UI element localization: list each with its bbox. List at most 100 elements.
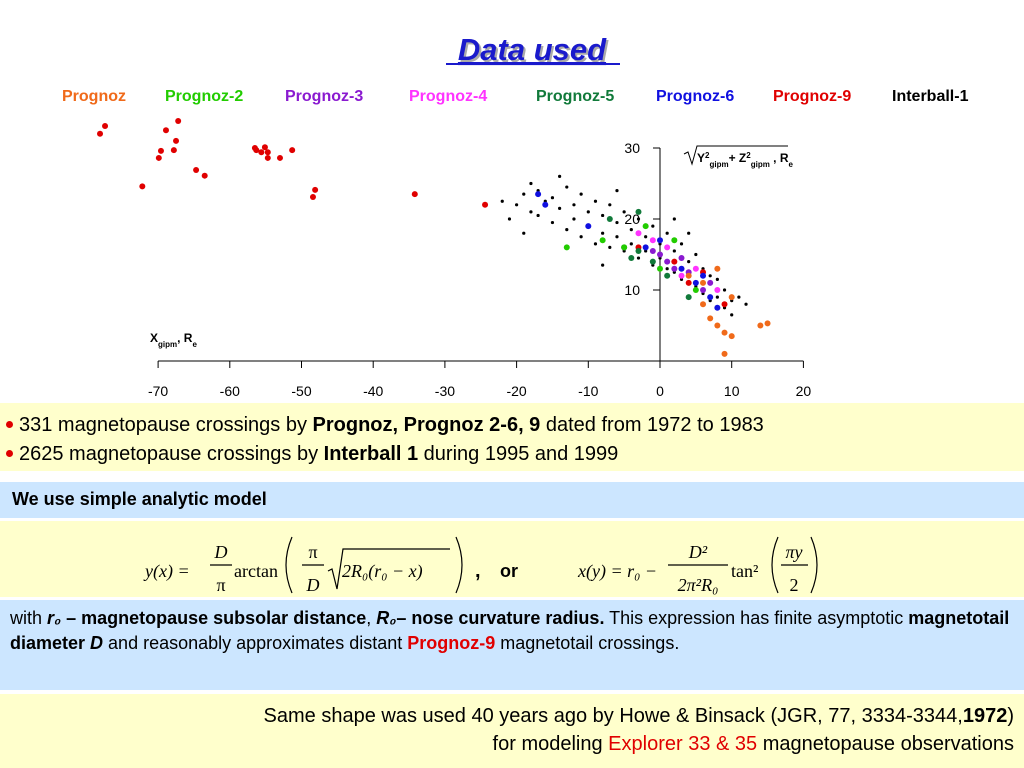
point	[102, 122, 109, 129]
axis-label-part: e	[788, 160, 793, 169]
point	[572, 217, 576, 221]
y-tick-label: 10	[624, 282, 640, 298]
text: Explorer 33 & 35	[608, 733, 758, 755]
axis-label-part: gipm	[158, 340, 177, 349]
title: Data used	[458, 32, 607, 67]
point	[644, 235, 648, 239]
x-tick-label: -70	[148, 383, 168, 399]
x-tick-label: 10	[724, 383, 740, 399]
point	[565, 185, 569, 189]
point	[694, 252, 698, 257]
axis-label-part: e	[192, 340, 197, 349]
text: This expression has finite asymptotic	[604, 608, 909, 628]
formula-den: π	[216, 575, 225, 595]
point	[671, 265, 678, 272]
formula-separator: ,	[475, 560, 481, 582]
point	[601, 231, 605, 235]
text: and reasonably approximates distant	[103, 633, 408, 653]
point	[685, 272, 692, 279]
bullet: 2625 magnetopause crossings by Interball…	[6, 440, 1024, 469]
formulas: y(x) = D π arctan π D 2R₀(r₀ − x) x(y) =…	[143, 536, 818, 595]
text: 2625 magnetopause crossings by	[19, 443, 324, 465]
text: Interball 1	[323, 443, 419, 465]
text: – nose curvature radius.	[396, 608, 605, 628]
legend-entry: Prognoz-2	[165, 88, 243, 105]
point	[515, 203, 519, 207]
text: – magnetopause subsolar distance	[61, 608, 367, 628]
chart: Data used Data used Prognoz Prognoz-2 Prog…	[62, 32, 969, 399]
point	[193, 167, 200, 174]
y-tick-label: 30	[624, 140, 640, 156]
point	[671, 237, 678, 244]
point	[629, 242, 633, 246]
axis-label: Xgipm, Re	[150, 331, 197, 349]
point	[593, 199, 598, 203]
point	[657, 251, 663, 258]
point	[672, 249, 676, 253]
point	[601, 213, 605, 218]
point	[175, 118, 182, 125]
point	[635, 230, 642, 237]
text: magnetotail crossings.	[495, 633, 680, 653]
formula-den: D	[306, 575, 320, 595]
axis-label-part: Y	[697, 151, 705, 165]
point	[642, 244, 649, 251]
point	[708, 274, 712, 278]
bullet: 331 magnetopause crossings by Prognoz, P…	[6, 411, 1024, 440]
point	[707, 315, 714, 322]
legend-entry: Prognoz-5	[536, 88, 614, 105]
point	[692, 279, 699, 286]
point	[764, 320, 771, 327]
footer-line: Same shape was used 40 years ago by Howe…	[0, 702, 1014, 730]
point	[728, 294, 735, 301]
point	[636, 217, 641, 221]
point	[565, 228, 569, 232]
point	[678, 265, 685, 272]
point	[155, 154, 162, 161]
formula-func: arctan	[234, 561, 278, 581]
point	[593, 242, 598, 246]
text: Same shape was used 40 years ago by Howe…	[263, 705, 963, 727]
formula-den: 2	[790, 575, 799, 595]
formula-num: π	[308, 542, 317, 562]
point	[679, 242, 684, 246]
point	[97, 130, 104, 137]
point	[139, 183, 146, 190]
legend-entry: Interball-1	[892, 88, 969, 105]
point	[536, 213, 540, 218]
text: dated from 1972 to 1983	[540, 414, 764, 436]
point	[636, 256, 641, 260]
point	[687, 231, 691, 235]
point	[264, 149, 271, 156]
point	[721, 350, 728, 357]
point	[651, 224, 655, 228]
text: r₀	[47, 608, 62, 628]
point	[757, 322, 764, 329]
point	[615, 220, 619, 225]
point	[550, 196, 555, 200]
text: for modeling	[492, 733, 609, 755]
point	[529, 181, 533, 186]
point	[500, 199, 504, 203]
point	[628, 255, 635, 262]
point	[529, 210, 533, 214]
point	[615, 189, 619, 193]
point	[700, 301, 707, 308]
text: magnetopause observations	[757, 733, 1014, 755]
formula-strokes	[210, 536, 818, 594]
text: ,	[366, 608, 377, 628]
formula-num: πy	[785, 542, 802, 562]
point	[586, 210, 590, 214]
point	[482, 201, 489, 208]
point	[258, 149, 265, 156]
point	[585, 223, 592, 230]
point	[657, 237, 663, 244]
formula-lhs: x(y) = r₀ −	[577, 561, 657, 582]
axis-label: Y2gipm+ Z2gipm , Re	[697, 151, 793, 169]
point	[157, 147, 164, 154]
point	[714, 287, 721, 293]
x-tick-label: -10	[578, 383, 598, 399]
point	[715, 277, 719, 281]
point	[715, 295, 719, 299]
